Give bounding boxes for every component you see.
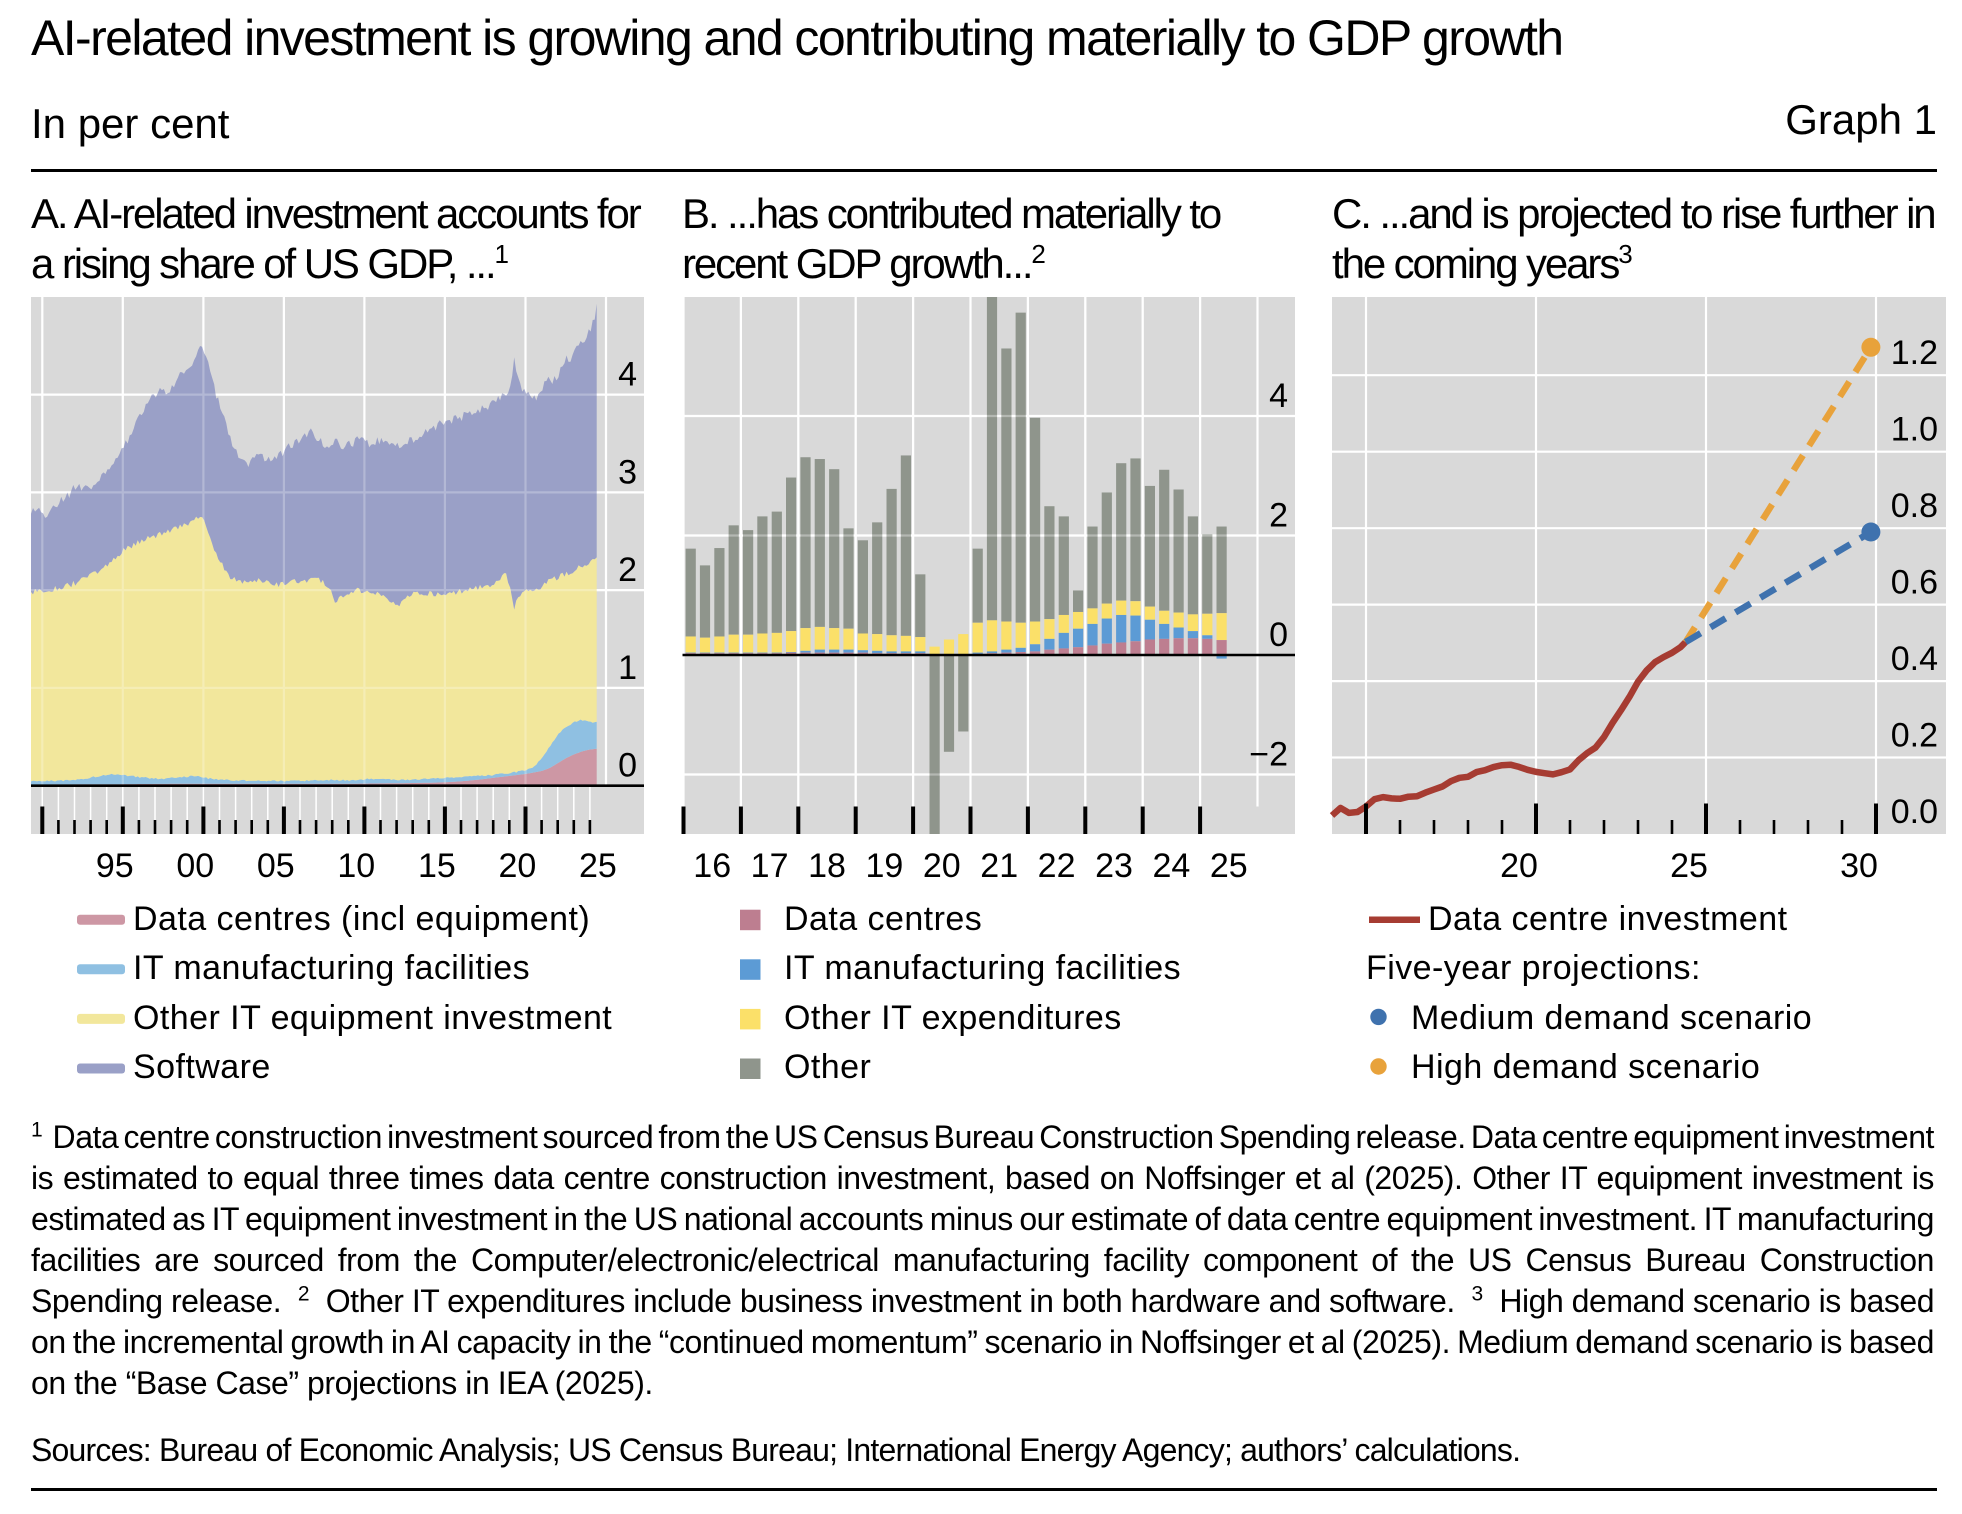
svg-text:16: 16 (693, 847, 731, 885)
svg-text:18: 18 (808, 847, 846, 885)
svg-text:2: 2 (1269, 497, 1288, 535)
svg-text:0.0: 0.0 (1891, 793, 1938, 831)
svg-text:0.8: 0.8 (1891, 487, 1938, 525)
svg-text:17: 17 (751, 847, 789, 885)
svg-text:21: 21 (980, 847, 1018, 885)
svg-text:00: 00 (176, 847, 214, 885)
svg-text:0: 0 (1269, 616, 1288, 654)
svg-text:2: 2 (618, 551, 637, 589)
svg-text:0.6: 0.6 (1891, 564, 1938, 602)
svg-text:4: 4 (618, 356, 637, 394)
svg-text:3: 3 (618, 453, 637, 491)
svg-text:0: 0 (618, 747, 637, 785)
svg-text:25: 25 (579, 847, 617, 885)
svg-text:1.0: 1.0 (1891, 411, 1938, 449)
svg-text:20: 20 (498, 847, 536, 885)
svg-text:0.2: 0.2 (1891, 717, 1938, 755)
svg-text:19: 19 (865, 847, 903, 885)
svg-text:20: 20 (1500, 847, 1538, 885)
svg-text:1: 1 (618, 649, 637, 687)
svg-text:24: 24 (1152, 847, 1190, 885)
svg-text:20: 20 (923, 847, 961, 885)
svg-text:1.2: 1.2 (1891, 334, 1938, 372)
svg-text:25: 25 (1670, 847, 1708, 885)
svg-text:25: 25 (1210, 847, 1248, 885)
svg-text:10: 10 (337, 847, 375, 885)
svg-text:−2: −2 (1249, 736, 1288, 774)
svg-text:30: 30 (1840, 847, 1878, 885)
svg-text:22: 22 (1038, 847, 1076, 885)
svg-text:23: 23 (1095, 847, 1133, 885)
svg-text:15: 15 (418, 847, 456, 885)
svg-text:95: 95 (96, 847, 134, 885)
svg-text:0.4: 0.4 (1891, 640, 1938, 678)
svg-text:05: 05 (257, 847, 295, 885)
svg-text:4: 4 (1269, 377, 1288, 415)
